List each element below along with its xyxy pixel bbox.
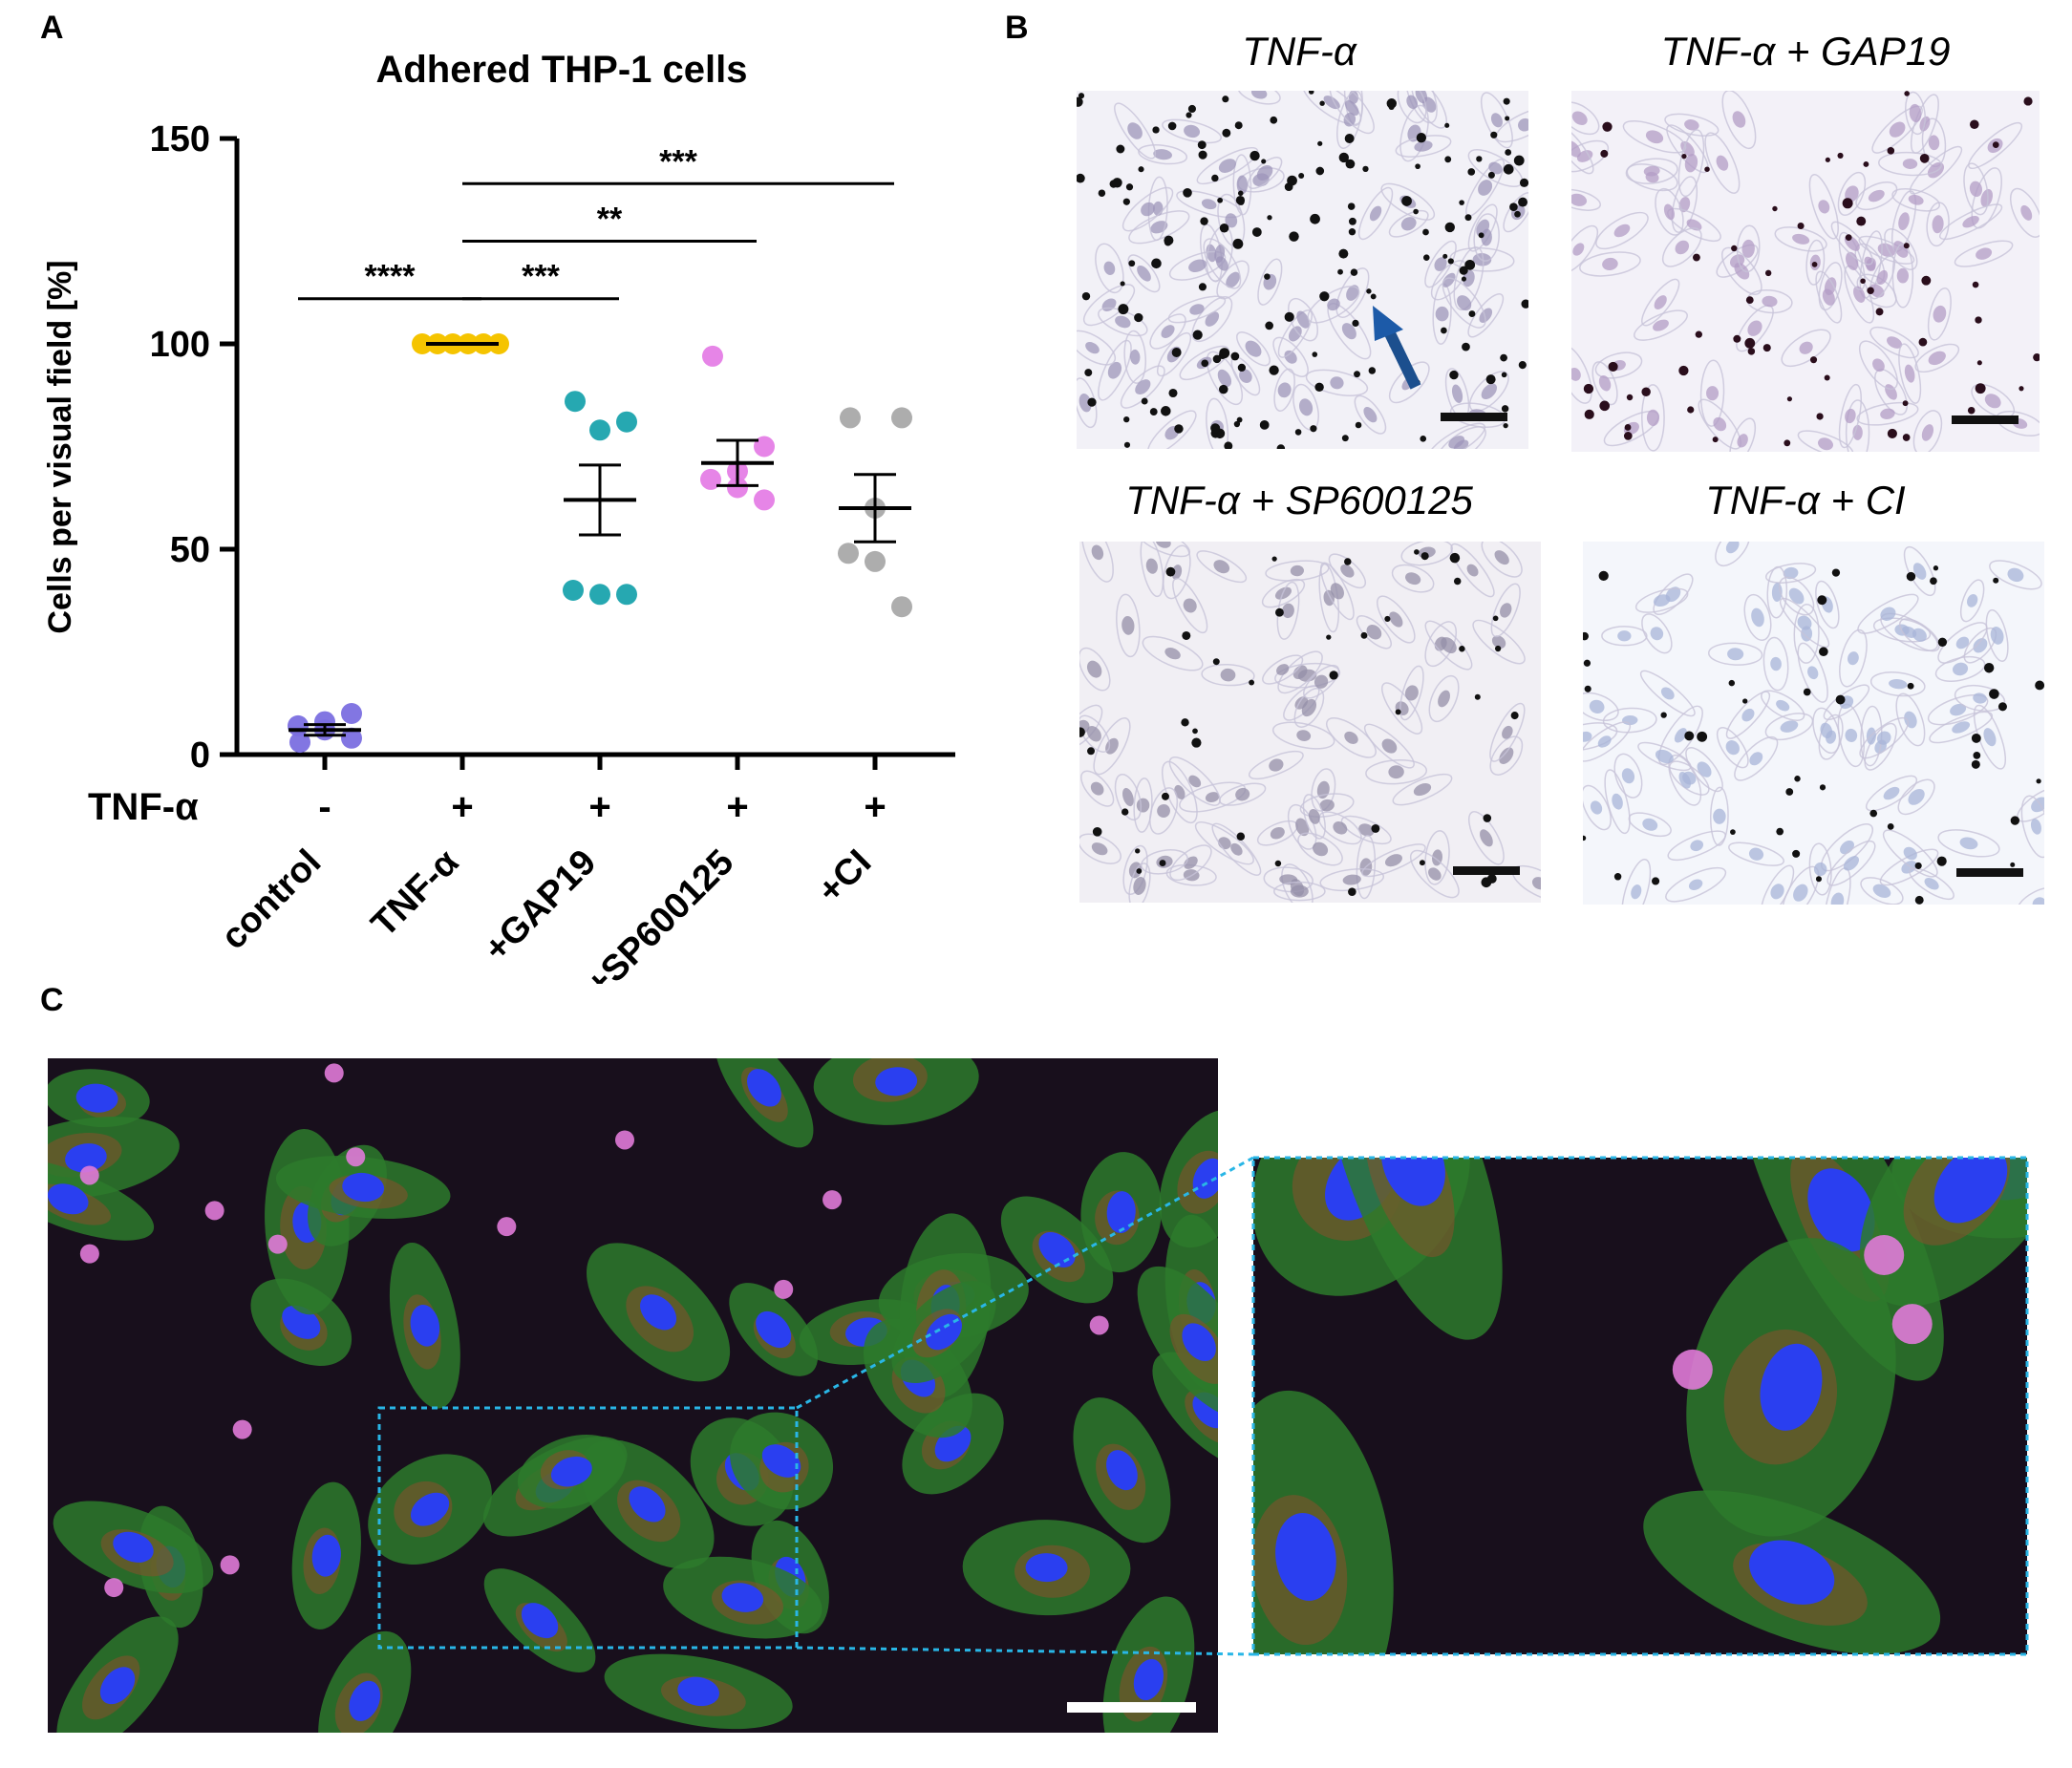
micrograph-sp600125 xyxy=(1079,542,1541,903)
data-point xyxy=(700,468,721,490)
micrograph-title-gap19: TNF-α + GAP19 xyxy=(1660,29,1951,74)
data-point xyxy=(891,596,912,618)
micrograph-ci xyxy=(1583,542,2044,905)
inset-marker-box xyxy=(377,1406,799,1650)
micrograph-gap19 xyxy=(1571,91,2040,452)
scale-bar xyxy=(1956,868,2023,877)
significance-label: **** xyxy=(365,259,417,295)
y-tick-label: 50 xyxy=(170,530,210,570)
panel-label-b: B xyxy=(1005,10,1029,46)
y-tick-label: 100 xyxy=(150,325,210,365)
micrograph-title-sp600125: TNF-α + SP600125 xyxy=(1125,478,1473,522)
y-tick-label: 150 xyxy=(150,119,210,160)
data-point xyxy=(289,732,310,754)
treatment-row-label: TNF-α xyxy=(88,786,199,828)
scale-bar xyxy=(1952,415,2019,424)
data-point xyxy=(616,584,637,606)
data-point xyxy=(589,584,610,606)
micrograph-title-ci: TNF-α + CI xyxy=(1705,478,1906,522)
treatment-sign: + xyxy=(864,786,886,828)
scale-bar xyxy=(1067,1702,1196,1713)
data-point xyxy=(565,391,586,413)
significance-label: *** xyxy=(659,143,697,180)
significance-label: *** xyxy=(522,259,560,295)
treatment-sign: - xyxy=(318,786,331,828)
fluorescence-overview-image xyxy=(48,1058,1218,1733)
micrograph-title-tnf: TNF-α xyxy=(1242,29,1356,74)
data-point xyxy=(838,543,859,564)
data-point xyxy=(616,411,637,433)
data-point xyxy=(702,345,723,367)
data-point xyxy=(754,436,775,458)
scale-bar xyxy=(1441,413,1507,421)
y-axis-label: Cells per visual field [%] xyxy=(42,260,78,633)
treatment-sign: + xyxy=(726,786,748,828)
micrograph-tnf xyxy=(1077,91,1528,449)
data-point xyxy=(840,407,861,429)
arrow-icon xyxy=(1373,306,1421,390)
scale-bar xyxy=(1453,866,1520,875)
chart-title: Adhered THP-1 cells xyxy=(375,49,747,91)
y-tick-label: 0 xyxy=(190,735,210,776)
significance-label: ** xyxy=(597,202,623,238)
panel-label-c: C xyxy=(40,982,64,1018)
data-point xyxy=(754,489,775,511)
panel-label-a: A xyxy=(40,10,64,46)
treatment-sign: + xyxy=(451,786,473,828)
data-point xyxy=(891,407,912,429)
data-point xyxy=(727,477,748,499)
data-point xyxy=(314,711,335,733)
data-point xyxy=(341,727,362,749)
data-point xyxy=(341,703,362,724)
data-point xyxy=(865,550,886,572)
fluorescence-zoom-image xyxy=(1253,1158,2027,1654)
data-point xyxy=(412,333,433,354)
adhered-cells-chart: Adhered THP-1 cells Cells per visual fiel… xyxy=(42,49,955,984)
data-point xyxy=(563,580,584,601)
zoom-frame xyxy=(1251,1156,2029,1656)
treatment-sign: + xyxy=(588,786,610,828)
data-point xyxy=(589,419,610,441)
